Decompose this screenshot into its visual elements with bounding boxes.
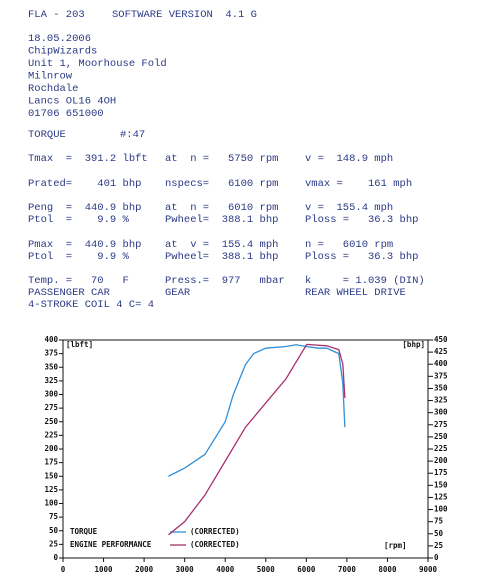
header-id: FLA - 203 <box>28 9 85 21</box>
legend-name: ENGINE PERFORMANCE <box>70 540 152 549</box>
y2-tick-label: 325 <box>434 396 448 405</box>
y2-tick-label: 50 <box>434 529 444 538</box>
y2-tick-label: 375 <box>434 371 448 380</box>
spec-cell: Temp. = 70 F <box>28 275 129 287</box>
y2-tick-label: 175 <box>434 468 448 477</box>
spec-cell: k = 1.039 (DIN) <box>305 275 425 287</box>
spec-cell: Ptol = 9.9 % <box>28 251 130 263</box>
legend-name: TORQUE <box>70 527 98 536</box>
y-axis-label: [lbft] <box>66 340 93 349</box>
spec-cell: at n = 6010 rpm <box>165 202 278 214</box>
y2-tick-label: 350 <box>434 383 448 392</box>
address-line: Lancs OL16 4OH <box>28 95 116 107</box>
spec-cell: PASSENGER CAR <box>28 287 111 299</box>
spec-cell: GEAR <box>165 287 191 299</box>
y-tick-label: 125 <box>44 485 58 494</box>
y-tick-label: 250 <box>44 417 58 426</box>
y2-tick-label: 425 <box>434 347 448 356</box>
y2-tick-label: 75 <box>434 517 443 526</box>
y-tick-label: 175 <box>44 458 58 467</box>
spec-cell: Pwheel= 388.1 bhp <box>165 251 278 263</box>
y2-tick-label: 275 <box>434 420 448 429</box>
spec-cell: REAR WHEEL DRIVE <box>305 287 406 299</box>
y-tick-label: 225 <box>44 430 58 439</box>
x-tick-label: 3000 <box>176 565 195 574</box>
spec-cell: n = 6010 rpm <box>305 239 393 251</box>
y-tick-label: 0 <box>53 553 58 562</box>
spec-cell: vmax = 161 mph <box>305 178 412 190</box>
y2-tick-label: 25 <box>434 541 443 550</box>
y-tick-label: 75 <box>49 512 58 521</box>
y-tick-label: 50 <box>49 526 59 535</box>
address-line: Milnrow <box>28 70 73 82</box>
y2-axis-label: [bhp] <box>402 340 425 349</box>
x-tick-label: 5000 <box>257 565 276 574</box>
address-line: 01706 651000 <box>28 108 104 120</box>
spec-cell: Ploss = 36.3 bhp <box>305 251 418 263</box>
y2-tick-label: 250 <box>434 432 448 441</box>
spec-cell: Pmax = 440.9 bhp <box>28 239 141 251</box>
plot-frame <box>62 339 429 559</box>
y2-tick-label: 150 <box>434 480 448 489</box>
y-tick-label: 300 <box>44 390 58 399</box>
y-tick-label: 325 <box>44 376 58 385</box>
y2-tick-label: 200 <box>434 456 448 465</box>
x-tick-label: 1000 <box>95 565 114 574</box>
y-tick-label: 350 <box>44 362 58 371</box>
x-tick-label: 7000 <box>338 565 357 574</box>
legend-note: (CORRECTED) <box>190 527 240 536</box>
section-number: #:47 <box>120 129 145 141</box>
spec-cell: Peng = 440.9 bhp <box>28 202 141 214</box>
y2-tick-label: 400 <box>434 359 448 368</box>
section-title: TORQUE <box>28 129 66 141</box>
spec-cell: Tmax = 391.2 lbft <box>28 153 148 165</box>
y-tick-label: 25 <box>49 539 58 548</box>
spec-cell: nspecs= 6100 rpm <box>165 178 278 190</box>
spec-cell: Press.= 977 mbar <box>165 275 285 287</box>
y-tick-label: 200 <box>44 444 58 453</box>
y2-tick-label: 300 <box>434 408 448 417</box>
spec-cell: Ptol = 9.9 % <box>28 214 130 226</box>
y2-tick-label: 125 <box>434 492 448 501</box>
x-tick-label: 0 <box>61 565 66 574</box>
spec-cell: Ploss = 36.3 bhp <box>305 214 418 226</box>
series-line <box>168 343 346 536</box>
y-tick-label: 150 <box>44 471 58 480</box>
spec-cell: Prated= 401 bhp <box>28 178 141 190</box>
header-version: SOFTWARE VERSION 4.1 G <box>112 9 257 21</box>
y-tick-label: 275 <box>44 403 58 412</box>
spec-cell: Pwheel= 388.1 bhp <box>165 214 278 226</box>
y2-tick-label: 0 <box>434 553 439 562</box>
x-tick-label: 4000 <box>216 565 235 574</box>
x-tick-label: 9000 <box>419 565 438 574</box>
y-tick-label: 100 <box>44 499 58 508</box>
spec-cell: v = 155.4 mph <box>305 202 393 214</box>
y2-tick-label: 225 <box>434 444 448 453</box>
address-line: Rochdale <box>28 83 78 95</box>
address-line: 18.05.2006 <box>28 33 91 45</box>
y-tick-label: 400 <box>44 335 58 344</box>
address-line: Unit 1, Moorhouse Fold <box>28 58 167 70</box>
x-tick-label: 8000 <box>378 565 397 574</box>
x-tick-label: 6000 <box>297 565 316 574</box>
y2-tick-label: 450 <box>434 335 448 344</box>
legend-note: (CORRECTED) <box>190 540 240 549</box>
y2-tick-label: 100 <box>434 505 448 514</box>
spec-cell: at v = 155.4 mph <box>165 239 278 251</box>
series-line <box>168 344 346 477</box>
address-line: ChipWizards <box>28 45 97 57</box>
x-axis-label: [rpm] <box>384 541 407 550</box>
y-tick-label: 375 <box>44 349 58 358</box>
spec-cell: v = 148.9 mph <box>305 153 393 165</box>
spec-cell: at n = 5750 rpm <box>165 153 278 165</box>
spec-cell: 4-STROKE COIL 4 C= 4 <box>28 299 154 311</box>
x-tick-label: 2000 <box>135 565 154 574</box>
